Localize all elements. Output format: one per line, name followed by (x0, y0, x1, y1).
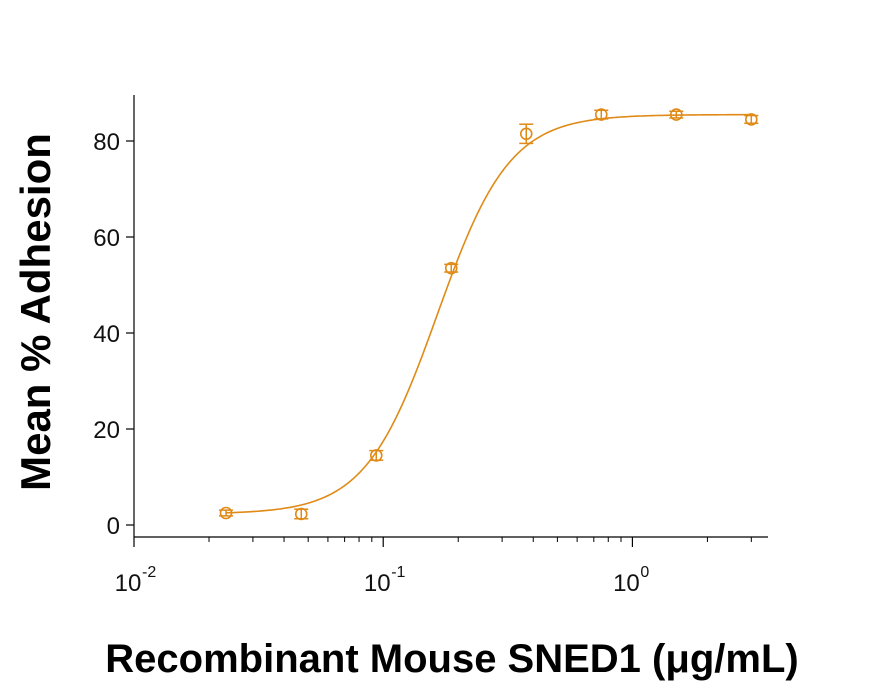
data-point (294, 507, 308, 521)
x-tick-label: 10 (613, 570, 640, 597)
fit-curve (225, 113, 752, 514)
data-point (369, 449, 383, 462)
y-tick-label: 40 (93, 321, 120, 348)
data-marks (219, 108, 759, 521)
y-tick-label: 60 (93, 225, 120, 252)
y-axis-title: Mean % Adhesion (12, 133, 59, 491)
x-tick-label: 10 (364, 570, 391, 597)
data-point (519, 127, 533, 141)
x-axis-title: Recombinant Mouse SNED1 (μg/mL) (105, 637, 798, 681)
y-tick-label: 80 (93, 129, 120, 156)
data-point (669, 108, 683, 121)
data-point (745, 113, 758, 126)
y-tick-label: 0 (107, 513, 120, 540)
x-tick-exponent: -2 (142, 564, 156, 581)
x-tick-label: 10 (115, 570, 142, 597)
x-tick-exponent: -1 (391, 564, 405, 581)
data-point (219, 506, 233, 520)
x-tick-exponent: 0 (640, 564, 649, 581)
y-tick-label: 20 (93, 417, 120, 444)
data-point (444, 261, 458, 275)
data-point (594, 108, 608, 121)
